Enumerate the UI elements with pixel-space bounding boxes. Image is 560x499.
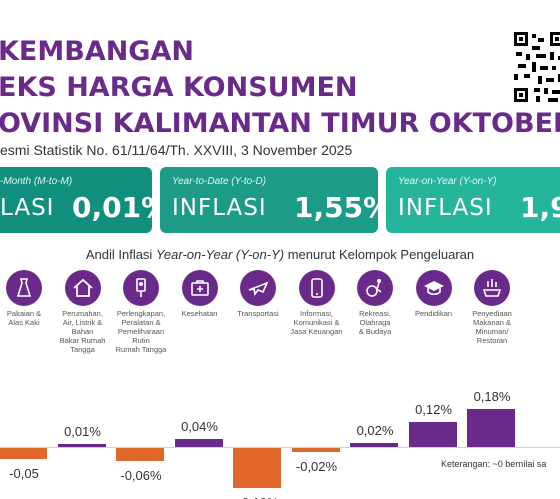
food-icon — [474, 270, 510, 306]
category-name: Transportasi — [237, 309, 279, 318]
heading-prefix: Andil Inflasi — [85, 247, 156, 262]
card-ytd-caption: Year-to-Date (Y-to-D) — [172, 176, 267, 187]
category-item: Perlengkapan, Peralatan & Pemeliharaan R… — [111, 270, 171, 354]
category-item: Pakaian & Alas Kaki — [0, 270, 54, 327]
heading-suffix: menurut Kelompok Pengeluaran — [284, 247, 475, 262]
card-yoy-label: INFLASI — [398, 195, 493, 221]
contribution-bar — [233, 448, 281, 489]
card-mtm-value: 0,01% — [72, 191, 152, 224]
category-name: Perlengkapan, Peralatan & Pemeliharaan R… — [115, 309, 167, 354]
category-item: Rekreasi, Olahraga & Budaya — [345, 270, 405, 336]
category-name: Pendidikan — [414, 309, 453, 318]
card-mtm-caption: -Month (M-to-M) — [0, 176, 73, 187]
category-name: Rekreasi, Olahraga & Budaya — [358, 309, 392, 336]
title-line-1: KEMBANGAN — [0, 36, 194, 67]
bar-value-label: 0,02% — [356, 422, 394, 438]
contribution-bar — [0, 448, 47, 459]
category-name: Penyediaan Makanan & Minuman/ Restoran — [472, 309, 512, 345]
section-heading: Andil Inflasi Year-on-Year (Y-on-Y) menu… — [0, 247, 560, 262]
card-month-to-month: -Month (M-to-M) LASI 0,01% — [0, 167, 152, 233]
contribution-bar — [116, 448, 164, 461]
graduation-cap-icon — [415, 270, 452, 306]
category-item: Perumahan, Air, Listrik & Bahan Bakar Ru… — [53, 270, 113, 354]
dress-icon — [6, 270, 42, 306]
title-line-2: EKS HARGA KONSUMEN — [0, 72, 358, 103]
category-name: Informasi, Komunikasi & Jasa Keuangan — [290, 309, 343, 336]
title-line-3: OVINSI KALIMANTAN TIMUR OKTOBER 20 — [0, 108, 560, 139]
contribution-bar — [350, 442, 398, 447]
bar-value-label: 0,01% — [64, 424, 101, 439]
appliance-icon — [123, 270, 159, 306]
category-item: Informasi, Komunikasi & Jasa Keuangan — [287, 270, 347, 336]
card-mtm-label: LASI — [0, 195, 55, 221]
card-year-on-year: Year-on-Year (Y-on-Y) INFLASI 1,9 — [386, 167, 560, 233]
card-ytd-label: INFLASI — [172, 195, 267, 221]
medkit-icon — [181, 270, 218, 306]
legend-note: Keterangan: ~0 bernilai sa — [441, 459, 547, 469]
category-item: Pendidikan — [404, 270, 464, 318]
card-year-to-date: Year-to-Date (Y-to-D) INFLASI 1,55% — [160, 167, 378, 233]
category-name: Perumahan, Air, Listrik & Bahan Bakar Ru… — [59, 309, 106, 354]
bar-value-label: 0,12% — [415, 401, 452, 417]
zero-baseline — [0, 447, 560, 448]
bar-value-label: 0,04% — [181, 418, 218, 434]
bar-value-label: -0,05 — [9, 465, 39, 481]
card-yoy-value: 1,9 — [520, 191, 560, 224]
category-item: Penyediaan Makanan & Minuman/ Restoran — [462, 270, 522, 345]
contribution-bar — [467, 409, 515, 447]
phone-icon — [298, 270, 335, 306]
contribution-bar — [291, 448, 340, 453]
bar-value-label: -0,06% — [120, 467, 162, 483]
contribution-bar — [57, 444, 106, 447]
contribution-bar — [174, 438, 223, 447]
card-yoy-caption: Year-on-Year (Y-on-Y) — [398, 176, 497, 187]
card-ytd-value: 1,55% — [294, 191, 378, 224]
category-item: Transportasi — [228, 270, 288, 318]
airplane-icon — [240, 270, 276, 306]
house-icon — [64, 270, 101, 306]
category-name: Pakaian & Alas Kaki — [6, 309, 42, 327]
contribution-bar — [408, 421, 457, 447]
heading-emphasis: Year-on-Year (Y-on-Y) — [155, 247, 285, 262]
category-item: Kesehatan — [170, 270, 230, 318]
qr-code-icon[interactable] — [512, 26, 560, 106]
bar-value-label: -0,19% — [228, 495, 288, 499]
category-name: Kesehatan — [181, 309, 218, 318]
bar-value-label: 0,18% — [473, 389, 511, 404]
bar-value-label: -0,02% — [295, 459, 338, 475]
sport-icon — [357, 270, 393, 306]
release-subtitle: esmi Statistik No. 61/11/64/Th. XXVIII, … — [0, 142, 353, 158]
